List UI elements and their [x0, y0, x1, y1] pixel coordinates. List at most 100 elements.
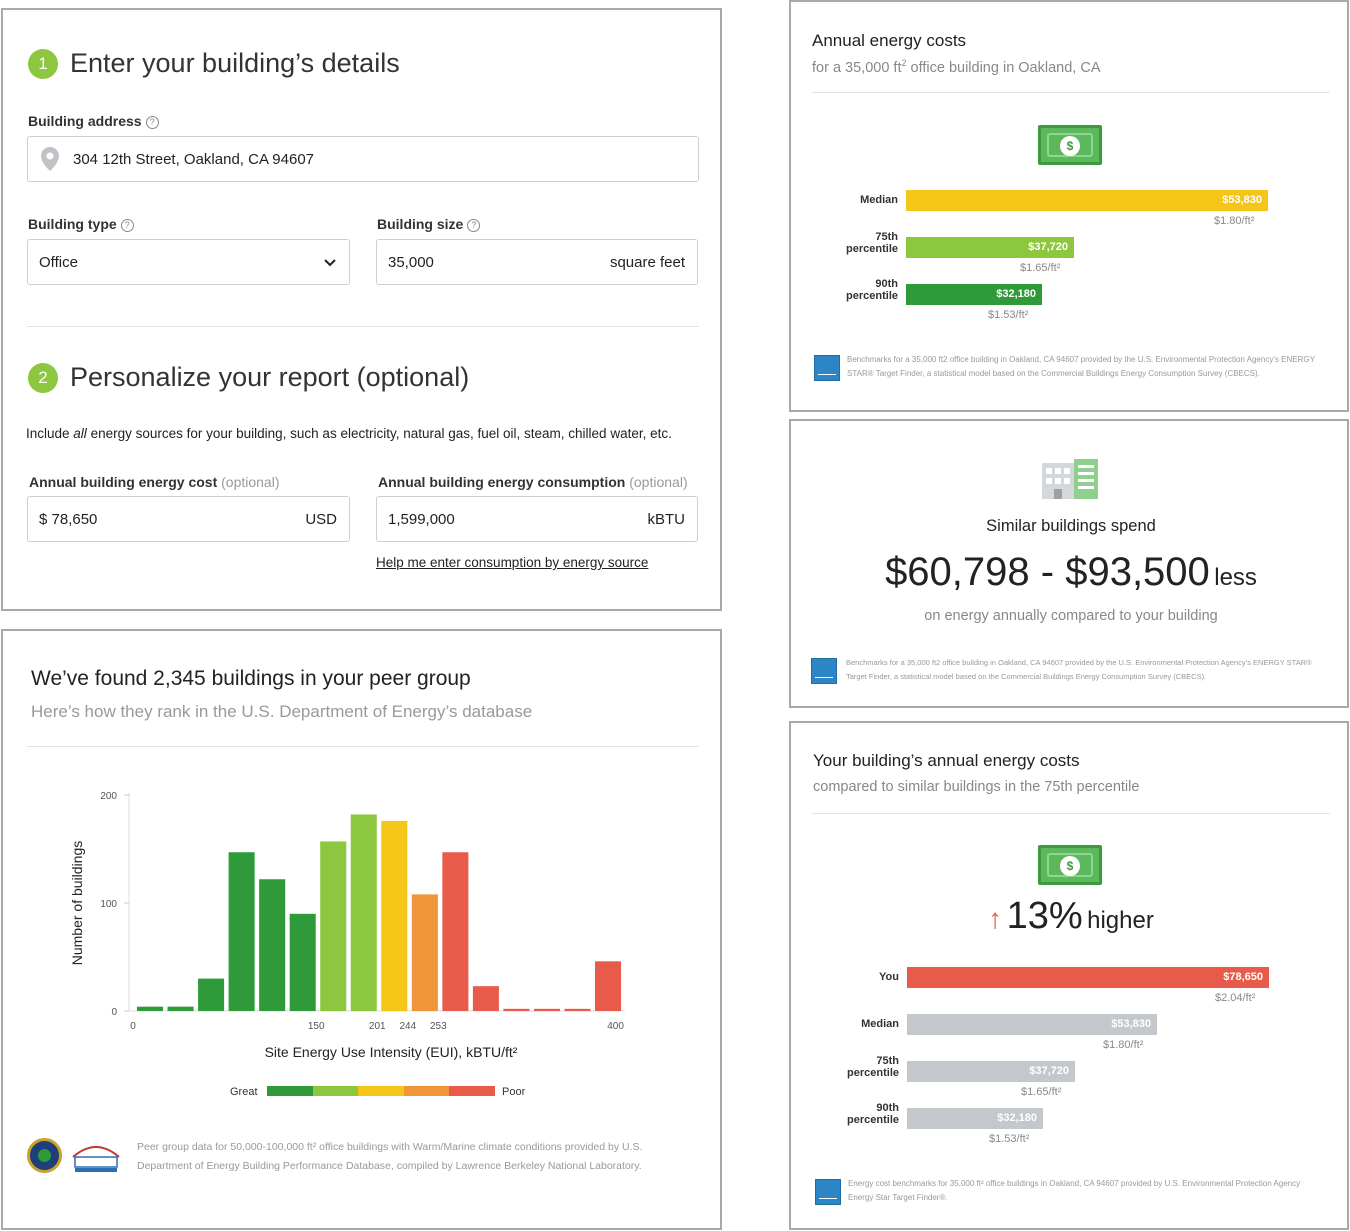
help-icon[interactable]: ?	[467, 219, 481, 232]
doe-seal-logo	[27, 1138, 62, 1173]
similar-range-row: $60,798 - $93,500 less	[791, 550, 1350, 595]
building-size-unit: square feet	[609, 254, 685, 271]
y-tick-label: 100	[100, 899, 117, 910]
legend-color-segment	[403, 1086, 450, 1096]
building-icon	[1042, 459, 1098, 499]
per-sqft-value: $1.65/ft²	[1021, 1086, 1062, 1098]
building-address-label: Building address?	[28, 113, 159, 129]
cost-bar: $37,720	[907, 1061, 1075, 1082]
include-note: Include all energy sources for your buil…	[26, 426, 672, 441]
cost-bar: $53,830	[906, 190, 1268, 211]
legend-great-label: Great	[230, 1086, 258, 1098]
per-sqft-value: $1.65/ft²	[1020, 262, 1061, 274]
bar-label: You	[879, 971, 899, 983]
building-size-value: 35,000	[388, 254, 434, 271]
annual-title: Annual energy costs	[812, 31, 967, 50]
peer-title: We’ve found 2,345 buildings in your peer…	[31, 667, 471, 690]
y-tick-label: 200	[100, 791, 117, 802]
energy-consumption-input[interactable]: 1,599,000 kBTU	[376, 496, 698, 542]
legend-color-segment	[267, 1086, 313, 1096]
location-pin-icon	[41, 147, 59, 171]
annual-bar-chart: Median $53,830 $1.80/ft² 75th percentile $37,…	[791, 2, 1350, 342]
per-sqft-value: $2.04/ft²	[1215, 992, 1256, 1004]
bar-label: Median	[860, 194, 898, 206]
histogram-bar	[289, 913, 316, 1011]
histogram-bar	[259, 879, 286, 1011]
annual-subtitle: for a 35,000 ft2 office building in Oakl…	[812, 58, 1101, 76]
y-axis-title: Number of buildings	[69, 841, 85, 966]
per-sqft-value: $1.80/ft²	[1214, 215, 1255, 227]
your-subtitle: compared to similar buildings in the 75t…	[813, 779, 1140, 795]
histogram-bar	[564, 1008, 591, 1011]
similar-less: less	[1214, 564, 1257, 591]
building-size-input[interactable]: 35,000 square feet	[376, 239, 698, 285]
bar-label: 75th percentile	[847, 1055, 899, 1079]
bar-value: $78,650	[1223, 971, 1263, 983]
histogram-bar	[595, 961, 622, 1011]
section-divider	[27, 326, 699, 327]
x-axis-title: Site Energy Use Intensity (EUI), kBTU/ft…	[265, 1044, 518, 1060]
help-icon[interactable]: ?	[120, 219, 134, 232]
histogram-bar	[198, 978, 225, 1011]
x-tick-label: 400	[607, 1021, 624, 1032]
legend-color-segment	[358, 1086, 404, 1096]
help-icon[interactable]: ?	[145, 116, 159, 129]
your-divider	[812, 813, 1330, 814]
energy-star-logo	[814, 355, 840, 381]
building-type-select[interactable]: Office	[27, 239, 350, 285]
similar-range: $60,798 - $93,500	[885, 550, 1210, 594]
cost-bar: $37,720	[906, 237, 1074, 258]
histogram-bar	[350, 814, 377, 1011]
building-type-value: Office	[39, 254, 78, 271]
percent-value: 13%	[1006, 895, 1083, 937]
energy-cost-unit: USD	[305, 511, 337, 528]
your-footer: Energy cost benchmarks for 35,000 ft² of…	[848, 1179, 1301, 1202]
x-tick-label: 253	[430, 1021, 447, 1032]
legend-color-segment	[312, 1086, 359, 1096]
your-costs-card: Your building’s annual energy costs comp…	[789, 721, 1349, 1230]
histogram-bar	[503, 1008, 530, 1011]
bar-label: Median	[861, 1018, 899, 1030]
legend-poor-label: Poor	[502, 1086, 526, 1098]
cost-bar: $53,830	[907, 1014, 1157, 1035]
bar-value: $32,180	[997, 1112, 1037, 1124]
building-details-card: 1 Enter your building’s details Building…	[1, 8, 722, 611]
histogram-bar	[381, 820, 408, 1011]
histogram-bar	[320, 841, 347, 1011]
histogram-bar	[472, 986, 499, 1011]
building-address-input[interactable]: 304 12th Street, Oakland, CA 94607	[27, 136, 699, 182]
histogram-bar	[167, 1006, 194, 1011]
peer-footer: Peer group data for 50,000-100,000 ft² o…	[137, 1141, 643, 1172]
energy-consumption-label: Annual building energy consumption (opti…	[378, 474, 688, 490]
bar-value: $37,720	[1028, 241, 1068, 253]
energy-cost-input[interactable]: $ 78,650 USD	[27, 496, 350, 542]
arrow-up-icon: ↑	[988, 903, 1003, 934]
bar-value: $53,830	[1111, 1018, 1151, 1030]
similar-footer: Benchmarks for a 35,000 ft2 office build…	[846, 658, 1312, 681]
building-size-label: Building size?	[377, 216, 481, 232]
similar-buildings-card: Similar buildings spend $60,798 - $93,50…	[789, 419, 1349, 708]
annual-footer: Benchmarks for a 35,000 ft2 office build…	[847, 355, 1315, 378]
bar-label: 90th percentile	[847, 1102, 899, 1126]
berkeley-lab-logo	[72, 1146, 120, 1172]
per-sqft-value: $1.80/ft²	[1103, 1039, 1144, 1051]
histogram-bar	[533, 1008, 560, 1011]
histogram-bar	[442, 852, 469, 1011]
cost-bar: $32,180	[906, 284, 1042, 305]
percent-row: ↑ 13% higher	[791, 895, 1350, 938]
step-1-title: Enter your building’s details	[70, 48, 400, 78]
step-2-badge: 2	[28, 363, 58, 393]
your-bar-chart: You $78,650 $2.04/ft² Median $53,830 $1.80/ft…	[791, 723, 1350, 1163]
eui-histogram: 0 100 200 0 150 201 244 253 400 Site Energy Use I…	[69, 791, 625, 1060]
annual-divider	[812, 92, 1330, 93]
energy-cost-value: $ 78,650	[39, 511, 98, 528]
y-tick-label: 0	[111, 1007, 117, 1018]
help-consumption-link[interactable]: Help me enter consumption by energy sour…	[376, 555, 649, 570]
money-icon: $	[1038, 845, 1102, 885]
peer-subtitle: Here’s how they rank in the U.S. Departm…	[31, 702, 533, 721]
annual-costs-card: Annual energy costs for a 35,000 ft2 off…	[789, 0, 1349, 412]
higher-label: higher	[1087, 907, 1154, 934]
energy-star-logo	[815, 1179, 841, 1205]
money-icon: $	[1038, 125, 1102, 165]
bar-label: 75th percentile	[846, 231, 898, 255]
